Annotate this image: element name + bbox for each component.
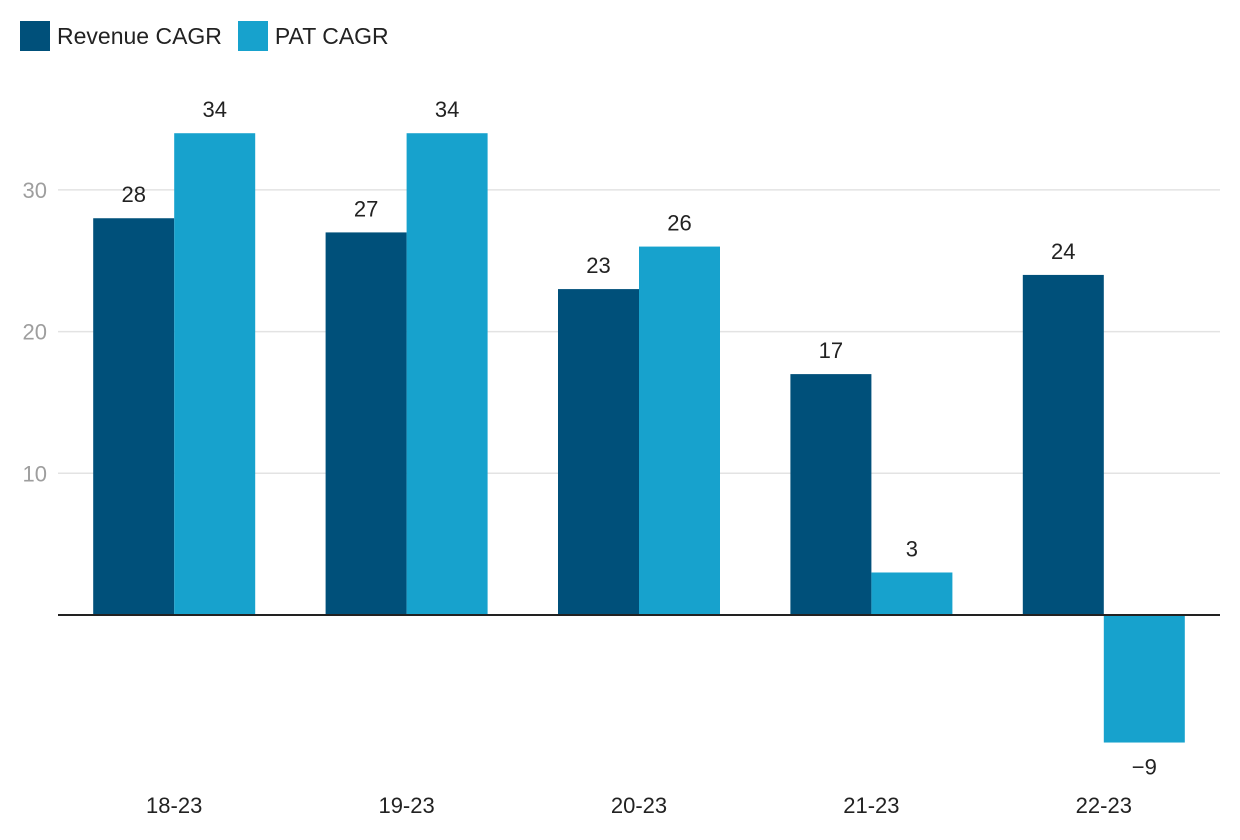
value-label-pat-cagr-22-23: −9	[1132, 755, 1157, 780]
x-tick-label-19-23: 19-23	[378, 793, 434, 818]
y-tick-label-30: 30	[23, 178, 47, 203]
value-label-revenue-cagr-22-23: 24	[1051, 239, 1075, 264]
value-label-pat-cagr-21-23: 3	[906, 536, 918, 561]
legend-label-pat-cagr: PAT CAGR	[274, 22, 389, 49]
y-tick-label-10: 10	[23, 461, 47, 486]
value-label-pat-cagr-20-23: 26	[667, 211, 691, 236]
value-label-revenue-cagr-20-23: 23	[586, 253, 610, 278]
bar-pat-cagr-22-23	[1103, 615, 1185, 743]
bar-pat-cagr-21-23	[871, 572, 953, 615]
bar-pat-cagr-20-23	[639, 246, 720, 615]
bar-revenue-cagr-21-23	[790, 374, 872, 615]
value-label-pat-cagr-19-23: 34	[435, 97, 459, 122]
legend-label-revenue-cagr: Revenue CAGR	[57, 22, 222, 49]
value-label-revenue-cagr-19-23: 27	[354, 196, 378, 221]
bar-revenue-cagr-22-23	[1022, 274, 1104, 615]
value-label-revenue-cagr-21-23: 17	[819, 338, 843, 363]
bar-revenue-cagr-20-23	[558, 289, 639, 615]
bar-revenue-cagr-18-23	[93, 218, 175, 616]
bar-pat-cagr-18-23	[174, 133, 256, 615]
value-label-pat-cagr-18-23: 34	[202, 97, 226, 122]
legend-swatch-pat-cagr	[237, 21, 268, 51]
bar-pat-cagr-19-23	[406, 133, 488, 615]
y-tick-label-20: 20	[23, 320, 47, 345]
x-tick-label-18-23: 18-23	[146, 793, 202, 818]
value-label-revenue-cagr-18-23: 28	[121, 182, 145, 207]
legend: Revenue CAGR PAT CAGR	[20, 21, 405, 51]
x-tick-label-20-23: 20-23	[611, 793, 667, 818]
legend-swatch-revenue-cagr	[20, 21, 50, 51]
legend-item-revenue-cagr[interactable]: Revenue CAGR	[20, 21, 222, 51]
bar-revenue-cagr-19-23	[325, 232, 407, 615]
x-tick-label-21-23: 21-23	[843, 793, 899, 818]
x-tick-label-22-23: 22-23	[1076, 793, 1132, 818]
legend-item-pat-cagr[interactable]: PAT CAGR	[237, 21, 389, 51]
